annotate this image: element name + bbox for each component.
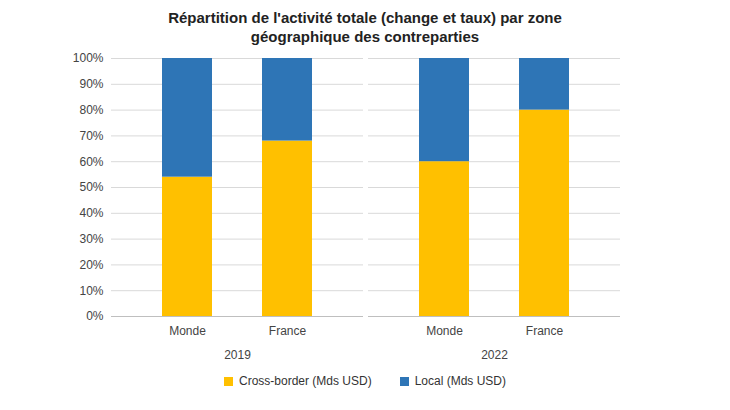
svg-text:90%: 90% bbox=[79, 77, 103, 91]
html-text:Répartition de l'activité tota: Répartition de l'activité totale (change… bbox=[168, 9, 562, 45]
svg-text:Monde: Monde bbox=[426, 324, 463, 338]
html-text:Cross-border (Mds USD): Cross-border (Mds USD) bbox=[239, 374, 372, 388]
svg-text:2019: 2019 bbox=[224, 348, 251, 362]
svg-text:40%: 40% bbox=[79, 206, 103, 220]
svg-text:France: France bbox=[269, 324, 307, 338]
svg-text:30%: 30% bbox=[79, 232, 103, 246]
svg-text:70%: 70% bbox=[79, 129, 103, 143]
svg-text:2022: 2022 bbox=[481, 348, 508, 362]
svg-text:10%: 10% bbox=[79, 284, 103, 298]
svg-text:60%: 60% bbox=[79, 155, 103, 169]
svg-text:Monde: Monde bbox=[169, 324, 206, 338]
html-text:Local (Mds USD): Local (Mds USD) bbox=[414, 374, 506, 388]
svg-text:80%: 80% bbox=[79, 103, 103, 117]
svg-text:France: France bbox=[526, 324, 564, 338]
svg-text:20%: 20% bbox=[79, 258, 103, 272]
svg-text:100%: 100% bbox=[73, 51, 104, 65]
svg-text:50%: 50% bbox=[79, 180, 103, 194]
svg-text:0%: 0% bbox=[86, 309, 104, 323]
